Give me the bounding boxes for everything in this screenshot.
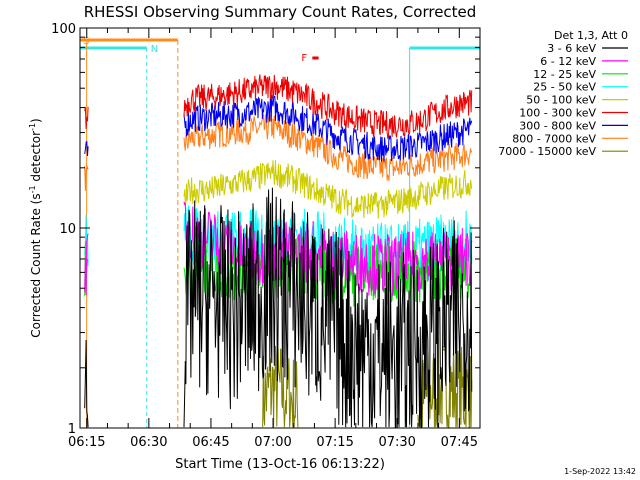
series-trace bbox=[183, 160, 473, 219]
legend-entry-label: 25 - 50 keV bbox=[533, 81, 596, 94]
series-trace bbox=[84, 233, 89, 296]
night-flag-label: N bbox=[151, 44, 158, 55]
legend-entry-label: 7000 - 15000 keV bbox=[498, 145, 596, 158]
legend-entry-label: 50 - 100 keV bbox=[526, 94, 596, 107]
series-trace bbox=[262, 345, 299, 428]
saa-flag-label: S bbox=[83, 36, 89, 47]
x-tick-label: 07:15 bbox=[316, 435, 353, 450]
plot-area: N S F bbox=[80, 36, 481, 428]
x-tick-label: 06:15 bbox=[68, 435, 105, 450]
y-tick-label: 100 bbox=[51, 22, 76, 37]
series-trace bbox=[183, 187, 473, 428]
x-tick-label: 06:30 bbox=[130, 435, 167, 450]
date-stamp: 1-Sep-2022 13:42 bbox=[564, 467, 636, 476]
y-tick-label: 1 bbox=[68, 422, 76, 437]
series-trace bbox=[84, 106, 89, 130]
x-tick-label: 07:45 bbox=[441, 435, 478, 450]
flare-flag-label: F bbox=[301, 53, 307, 64]
x-axis: 06:15 06:30 06:45 07:00 07:15 07:30 07:45 bbox=[68, 28, 481, 450]
series-trace bbox=[183, 95, 473, 162]
x-tick-label: 06:45 bbox=[192, 435, 229, 450]
legend-title: Det 1,3, Att 0 bbox=[554, 29, 628, 42]
series-trace bbox=[183, 113, 473, 182]
chart-title: RHESSI Observing Summary Count Rates, Co… bbox=[84, 3, 477, 21]
series-trace bbox=[84, 339, 89, 428]
series-trace bbox=[84, 140, 89, 157]
y-tick-label: 10 bbox=[59, 222, 76, 237]
series-trace bbox=[84, 165, 89, 191]
legend-entry-label: 12 - 25 keV bbox=[533, 68, 596, 81]
x-tick-label: 07:30 bbox=[378, 435, 415, 450]
legend-entry-label: 800 - 7000 keV bbox=[512, 132, 596, 145]
legend-entry-label: 6 - 12 keV bbox=[540, 55, 596, 68]
y-axis: 1 10 100 bbox=[51, 22, 480, 437]
x-axis-label: Start Time (13-Oct-16 06:13:22) bbox=[175, 457, 385, 472]
legend-entry-label: 300 - 800 keV bbox=[519, 119, 596, 132]
legend-entry-label: 100 - 300 keV bbox=[519, 107, 596, 120]
x-tick-label: 07:00 bbox=[254, 435, 291, 450]
legend-entry-label: 3 - 6 keV bbox=[547, 42, 596, 55]
y-axis-label: Corrected Count Rate (s-1 detector-1) bbox=[28, 118, 43, 337]
series-trace bbox=[183, 74, 473, 140]
